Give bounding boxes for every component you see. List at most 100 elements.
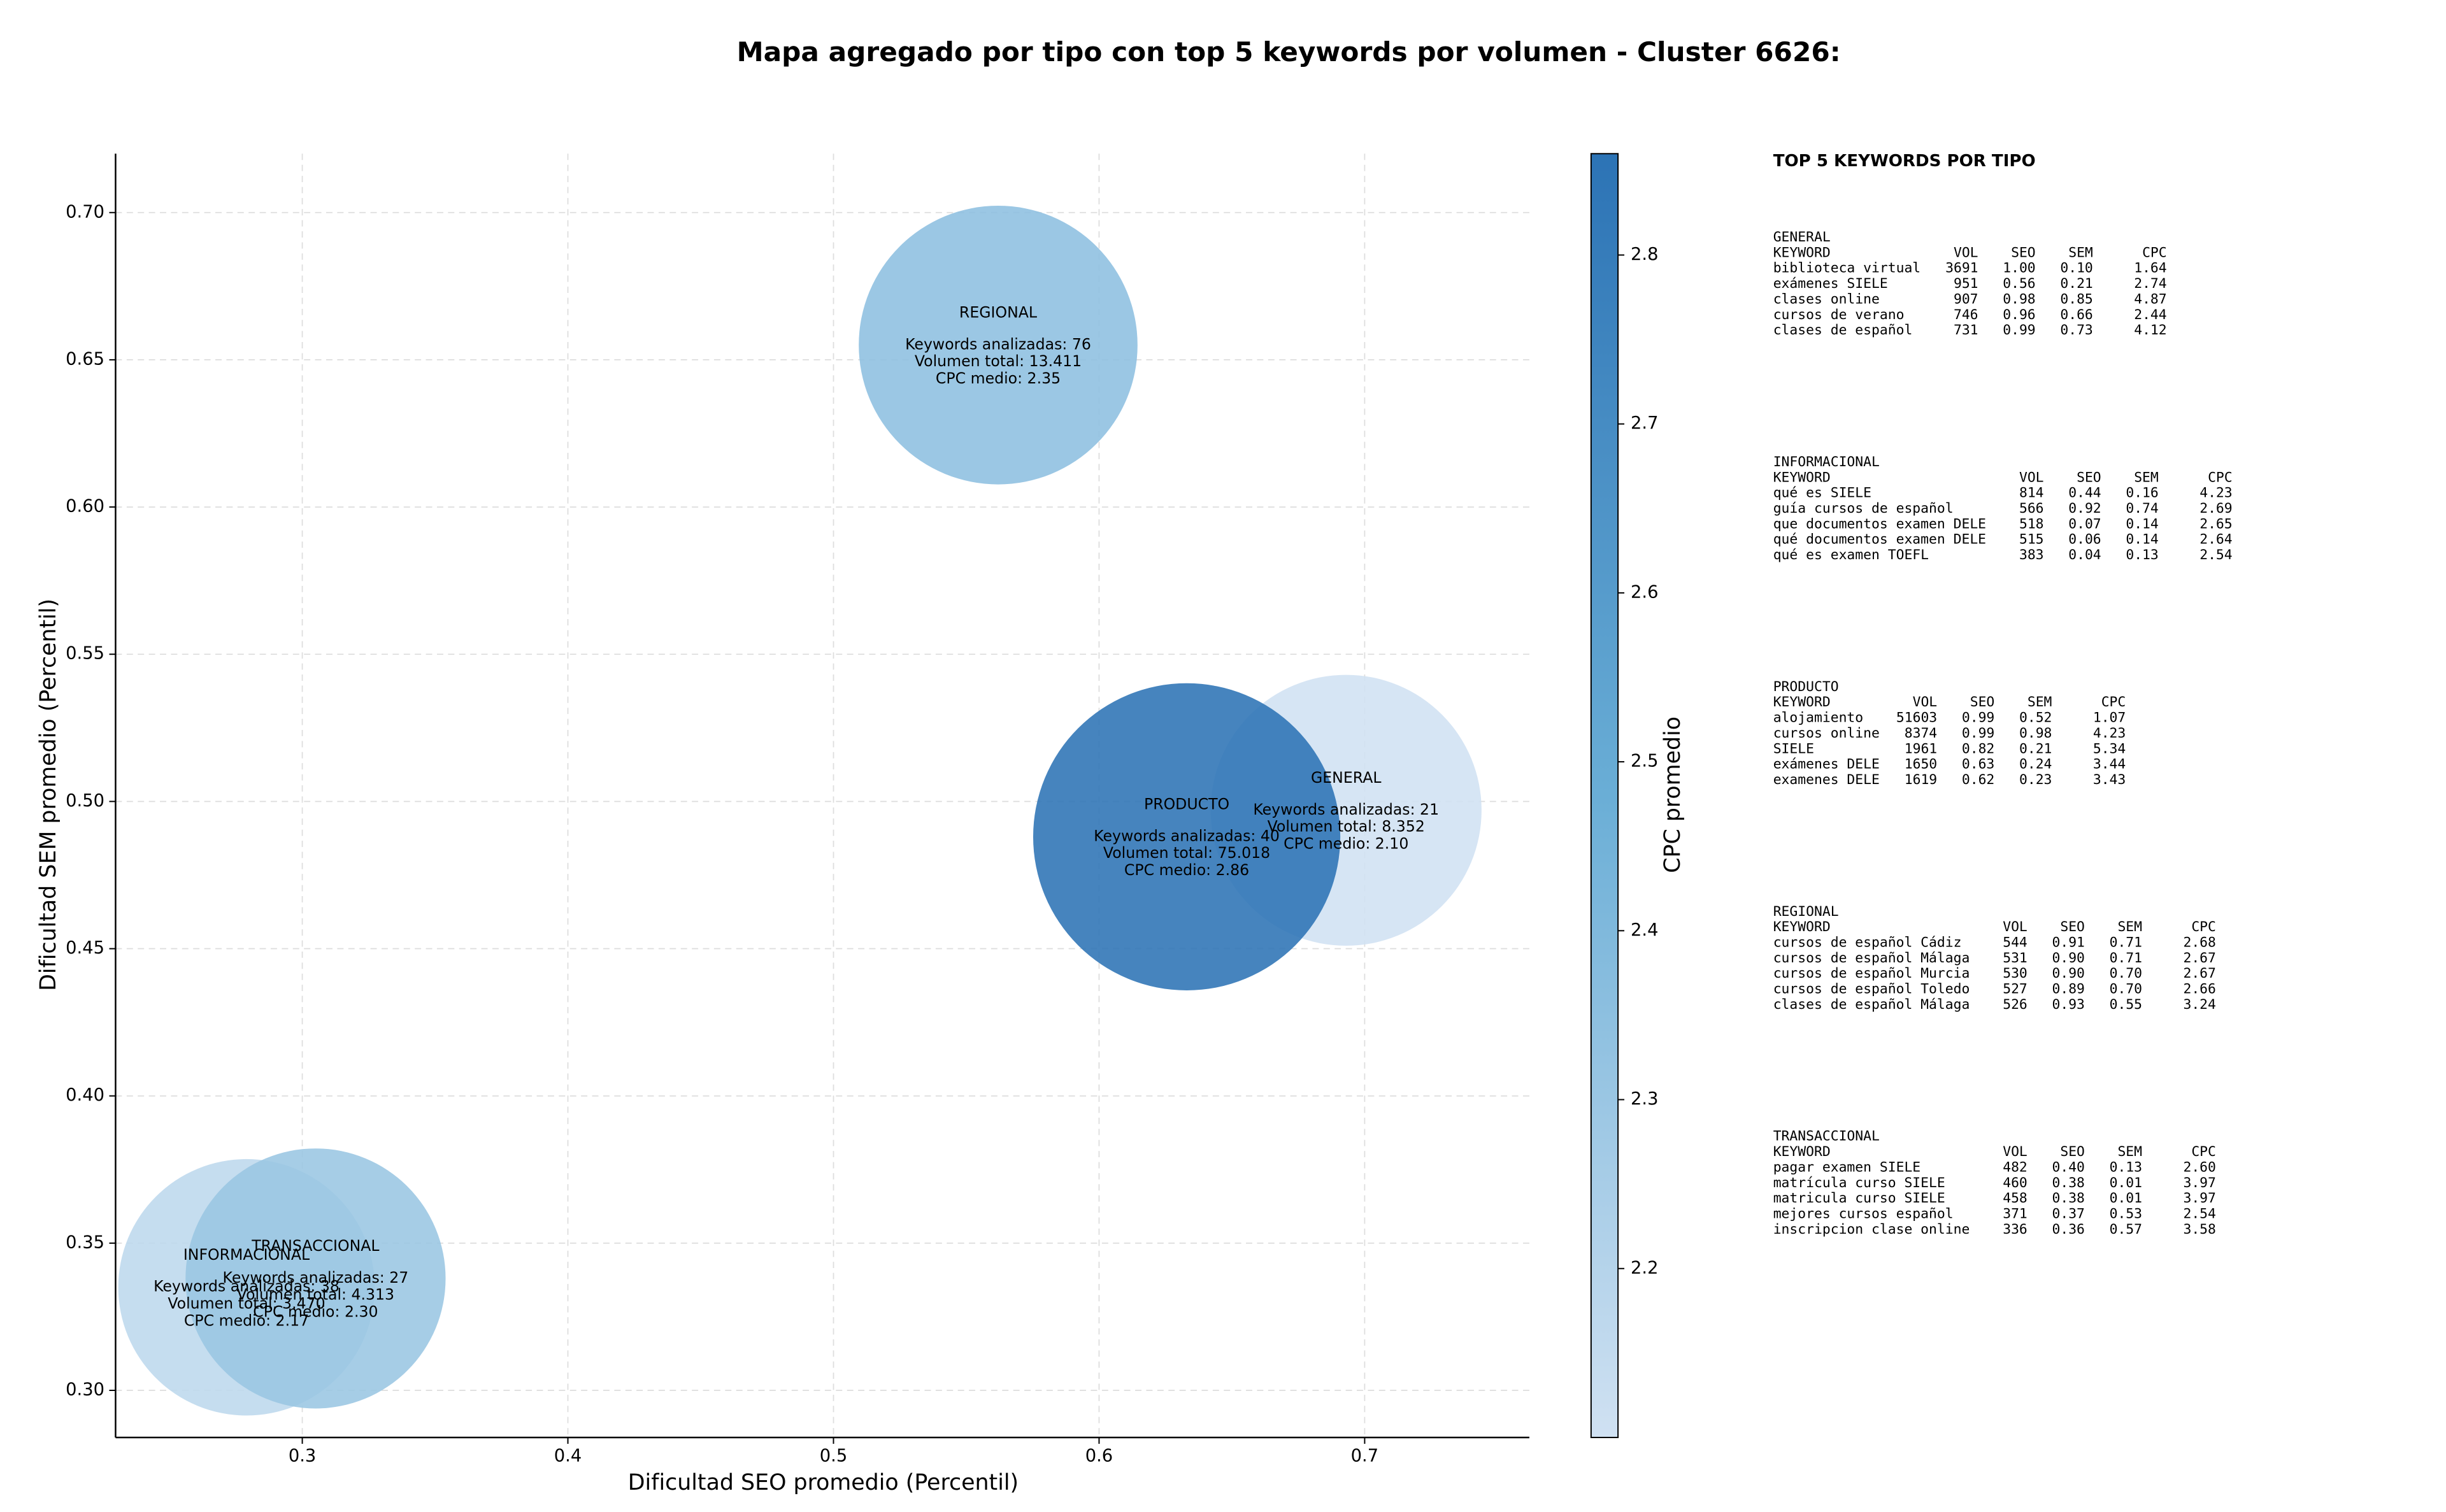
bubble-label: Volumen total: 3.470 xyxy=(168,1295,325,1313)
table-cell: 518 xyxy=(2019,516,2044,532)
table-cell: 0.13 xyxy=(2126,547,2158,563)
table-header: SEO xyxy=(2077,469,2101,485)
table-cell: 0.07 xyxy=(2068,516,2101,532)
table-cell: 0.96 xyxy=(2003,307,2035,323)
table-cell: 0.98 xyxy=(2003,291,2035,307)
y-tick-label: 0.60 xyxy=(66,497,104,517)
table-cell: 0.62 xyxy=(1962,772,1994,788)
table-cell: 526 xyxy=(2003,997,2028,1013)
table-cell: 0.63 xyxy=(1962,757,1994,773)
table-cell: 0.44 xyxy=(2068,485,2101,501)
table-cell: examenes DELE xyxy=(1773,772,1880,788)
table-cell: 3.44 xyxy=(2093,757,2126,773)
table-cell: 0.16 xyxy=(2126,485,2158,501)
table-cell: 0.99 xyxy=(1962,725,1994,741)
table-cell: guía cursos de español xyxy=(1773,501,1954,517)
table-cell: 2.67 xyxy=(2183,950,2215,966)
table-header: SEO xyxy=(1970,694,1995,710)
bubble-label: Volumen total: 4.313 xyxy=(237,1286,394,1304)
table-cell: 0.36 xyxy=(2052,1222,2084,1237)
bubble-name: REGIONAL xyxy=(959,304,1038,322)
bubble xyxy=(185,1148,446,1409)
table-cell: qué es SIELE xyxy=(1773,485,1871,501)
table-header: CPC xyxy=(2142,245,2167,260)
table-cell: 0.52 xyxy=(2019,710,2052,726)
bubble-name: TRANSACCIONAL xyxy=(251,1237,380,1255)
table-header: SEM xyxy=(2117,1144,2142,1160)
colorbar-tick-label: 2.5 xyxy=(1631,752,1658,771)
bubble-label: CPC medio: 2.35 xyxy=(936,369,1061,387)
colorbar-tick-label: 2.7 xyxy=(1631,413,1658,433)
table-cell: 0.37 xyxy=(2052,1206,2084,1222)
y-tick-label: 0.70 xyxy=(66,202,104,222)
table-header: SEM xyxy=(2117,919,2142,935)
table-cell: 0.53 xyxy=(2110,1206,2142,1222)
table-cell: 0.85 xyxy=(2060,291,2092,307)
bubble-label: CPC medio: 2.30 xyxy=(253,1303,378,1321)
table-cell: 4.23 xyxy=(2199,485,2232,501)
table-cell: 0.21 xyxy=(2060,276,2092,292)
table-cell: 0.10 xyxy=(2060,260,2092,276)
table-cell: 0.90 xyxy=(2052,950,2084,966)
x-tick-label: 0.3 xyxy=(289,1446,316,1466)
bubble-name: PRODUCTO xyxy=(1144,795,1229,813)
table-cell: 1650 xyxy=(1905,757,1937,773)
table-cell: 0.71 xyxy=(2110,950,2142,966)
table-cell: 2.74 xyxy=(2134,276,2166,292)
table-cell: alojamiento xyxy=(1773,710,1863,726)
table-cell: 907 xyxy=(1954,291,1978,307)
table-cell: 0.38 xyxy=(2052,1175,2084,1191)
bubble-label: Keywords analizadas: 40 xyxy=(1094,827,1280,845)
bubble xyxy=(859,205,1138,485)
table-cell: biblioteca virtual xyxy=(1773,260,1920,276)
chart-title: Mapa agregado por tipo con top 5 keyword… xyxy=(737,36,1841,68)
table-cell: 0.99 xyxy=(2003,322,2035,338)
bubble-label: Volumen total: 8.352 xyxy=(1268,818,1425,836)
table-cell: cursos de español Málaga xyxy=(1773,950,1970,966)
table-cell: clases de español Málaga xyxy=(1773,997,1970,1013)
table-cell: 0.21 xyxy=(2019,741,2052,757)
table-header: CPC xyxy=(2208,469,2233,485)
table-cell: 460 xyxy=(2003,1175,2028,1191)
table-cell: 0.92 xyxy=(2068,501,2101,517)
group-name: REGIONAL xyxy=(1773,904,1839,920)
table-cell: 2.60 xyxy=(2183,1159,2215,1175)
colorbar-tick-label: 2.8 xyxy=(1631,245,1658,264)
table-cell: 0.89 xyxy=(2052,981,2084,997)
bubble-label: Keywords analizadas: 21 xyxy=(1253,801,1439,818)
table-cell: 0.93 xyxy=(2052,997,2084,1013)
table-cell: 3.58 xyxy=(2183,1222,2215,1237)
table-cell: 814 xyxy=(2019,485,2044,501)
table-cell: 0.56 xyxy=(2003,276,2035,292)
x-axis-label: Dificultad SEO promedio (Percentil) xyxy=(628,1470,1019,1495)
table-cell: 2.69 xyxy=(2199,501,2232,517)
table-cell: 0.99 xyxy=(1962,710,1994,726)
table-header: CPC xyxy=(2191,1144,2216,1160)
table-cell: 531 xyxy=(2003,950,2028,966)
table-cell: 3.97 xyxy=(2183,1190,2215,1206)
table-header: VOL xyxy=(2019,469,2044,485)
table-cell: 3.24 xyxy=(2183,997,2215,1013)
table-header: KEYWORD xyxy=(1773,245,1831,260)
table-cell: 544 xyxy=(2003,935,2028,951)
table-cell: 2.68 xyxy=(2183,935,2215,951)
table-cell: 530 xyxy=(2003,966,2028,981)
table-header: VOL xyxy=(2003,1144,2028,1160)
table-cell: 3691 xyxy=(1945,260,1978,276)
y-axis-label: Dificultad SEM promedio (Percentil) xyxy=(36,599,61,991)
x-tick-label: 0.5 xyxy=(820,1446,847,1466)
group-name: TRANSACCIONAL xyxy=(1773,1129,1880,1145)
bubble-label: CPC medio: 2.17 xyxy=(184,1311,309,1329)
table-cell: qué es examen TOEFL xyxy=(1773,547,1929,563)
table-cell: 2.54 xyxy=(2199,547,2232,563)
group-name: GENERAL xyxy=(1773,229,1831,245)
table-header: KEYWORD xyxy=(1773,919,1831,935)
table-cell: 1619 xyxy=(1905,772,1937,788)
table-cell: 0.04 xyxy=(2068,547,2101,563)
table-header: KEYWORD xyxy=(1773,694,1831,710)
table-cell: 0.90 xyxy=(2052,966,2084,981)
table-cell: 951 xyxy=(1954,276,1978,292)
table-cell: 371 xyxy=(2003,1206,2028,1222)
table-header: CPC xyxy=(2191,919,2216,935)
